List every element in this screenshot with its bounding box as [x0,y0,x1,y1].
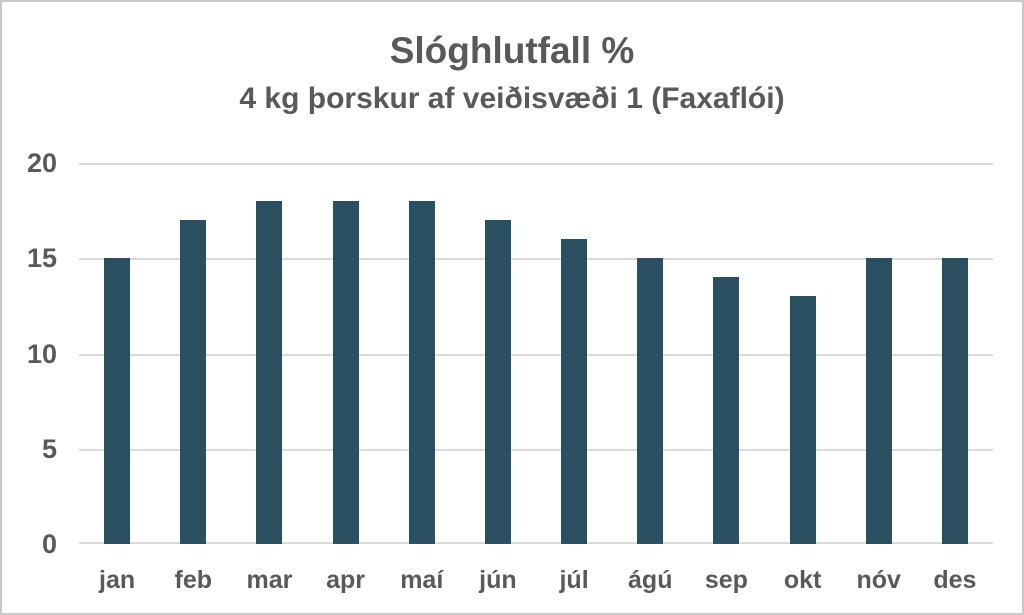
gridline-10 [79,353,993,356]
bar-sep [713,277,740,544]
bar-nóv [865,258,892,544]
gridline-5 [79,448,993,451]
bar-mar [256,201,283,544]
x-tick-label-apr: apr [326,566,366,594]
y-tick-label-15: 15 [26,243,57,274]
x-tick-label-jan: jan [99,566,136,594]
gridline-15 [79,258,993,261]
bar-jún [484,220,511,544]
x-tick-label-júl: júl [559,566,589,594]
gridline-20 [79,163,993,165]
x-tick-label-sep: sep [704,566,748,594]
x-tick-label-mar: mar [246,566,293,594]
x-tick-label-maí: maí [400,566,444,594]
y-tick-label-20: 20 [26,148,57,178]
bar-jan [104,258,131,544]
x-tick-label-jún: jún [479,566,517,594]
x-tick-label-okt: okt [783,566,822,594]
x-axis: jan feb mar apr maí jún júl ágú sep okt nóv des [79,560,993,602]
chart-title: Slóghlutfall % [389,30,635,71]
x-tick-label-feb: feb [174,566,213,594]
bar-júl [561,239,588,544]
y-tick-label-10: 10 [26,338,57,369]
bar-des [941,258,968,544]
bar-feb [180,220,207,544]
chart-subtitle: 4 kg þorskur af veiðisvæði 1 (Faxaflói) [239,82,785,115]
x-tick-label-ágú: ágú [628,566,673,594]
x-tick-label-nóv: nóv [856,566,901,594]
x-tick-label-des: des [933,566,977,594]
gridline-0 [79,542,993,544]
bar-maí [408,201,435,544]
plot-area [79,163,993,544]
bar-ágú [637,258,664,544]
y-tick-label-5: 5 [41,433,57,464]
bar-apr [332,201,359,544]
bar-okt [789,296,816,544]
y-tick-label-0: 0 [41,529,57,559]
y-axis: 0 5 10 15 20 [2,148,57,559]
